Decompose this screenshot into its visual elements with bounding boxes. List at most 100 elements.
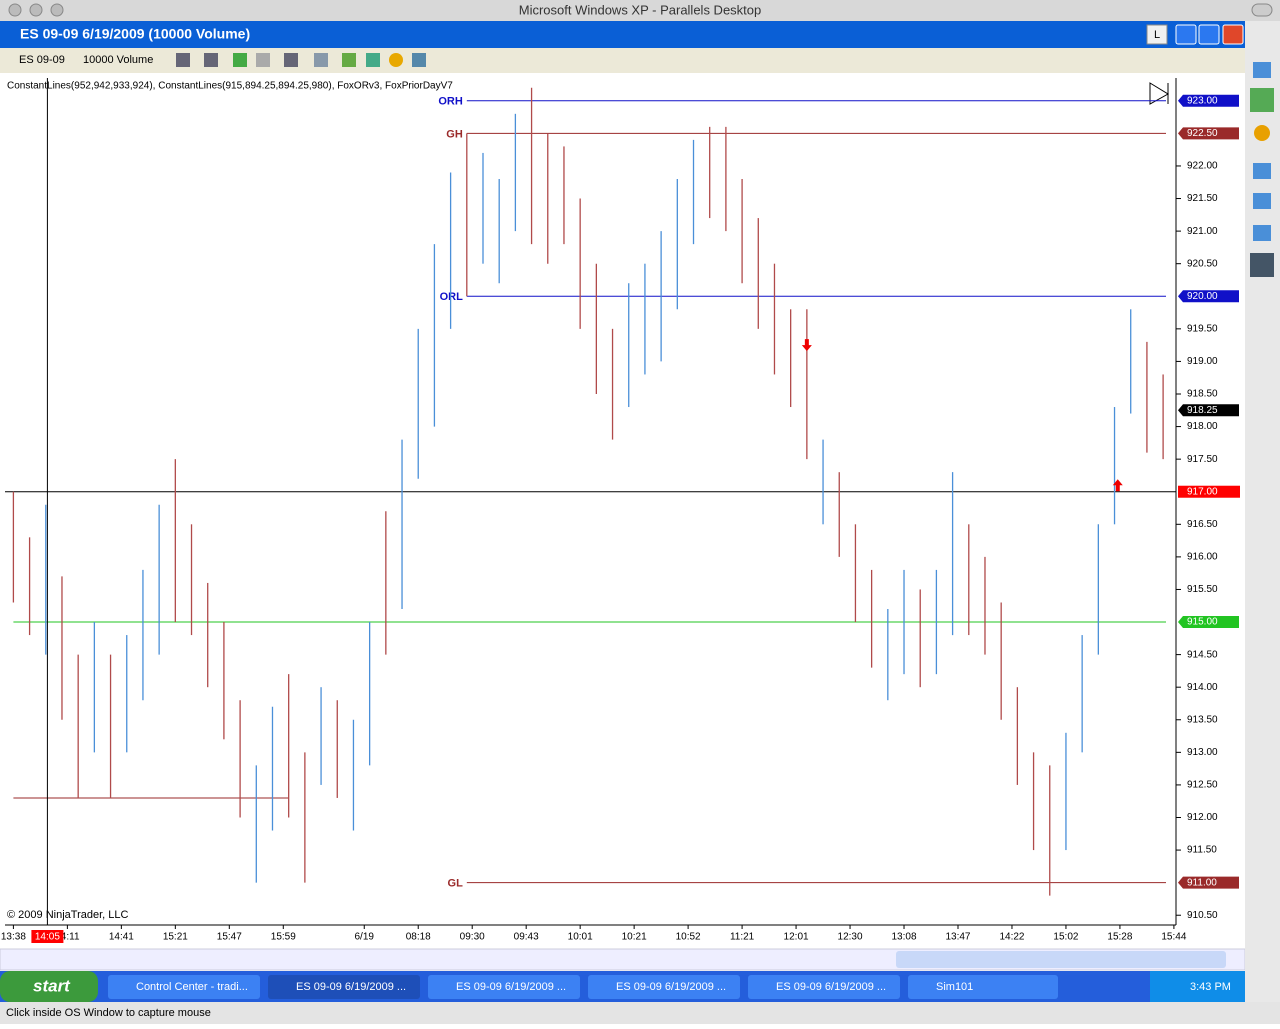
app-titlebar bbox=[0, 21, 1245, 48]
x-tick-label: 12:01 bbox=[784, 932, 809, 943]
refresh-icon[interactable] bbox=[1254, 125, 1270, 141]
task-button[interactable] bbox=[428, 975, 580, 999]
x-tick-label: 15:47 bbox=[217, 932, 242, 943]
zoom-button[interactable] bbox=[50, 3, 64, 17]
task-label: ES 09-09 6/19/2009 ... bbox=[296, 981, 406, 993]
signal-arrow bbox=[801, 339, 812, 352]
window-button[interactable] bbox=[1146, 24, 1168, 45]
strategy-icon[interactable] bbox=[342, 53, 356, 67]
x-tick-label: 09:30 bbox=[460, 932, 485, 943]
pause-icon[interactable] bbox=[1253, 62, 1271, 78]
host-titlebar bbox=[0, 0, 1280, 21]
task-button[interactable] bbox=[108, 975, 260, 999]
y-tick-label: 915.50 bbox=[1187, 584, 1218, 595]
restore[interactable] bbox=[1198, 24, 1220, 45]
order-icon[interactable] bbox=[389, 53, 403, 67]
price-marker bbox=[1178, 94, 1239, 107]
x-tick-label: 14:41 bbox=[109, 932, 134, 943]
x-tick-label: 15:44 bbox=[1161, 932, 1186, 943]
y-tick-label: 911.50 bbox=[1187, 845, 1217, 856]
y-tick-label: 916.00 bbox=[1187, 552, 1218, 563]
y-tick-label: 916.50 bbox=[1187, 519, 1218, 530]
capture-icon[interactable] bbox=[1250, 253, 1274, 277]
x-tick-label: 13:47 bbox=[945, 932, 970, 943]
price-marker bbox=[1178, 876, 1239, 889]
x-tick-label: 08:18 bbox=[406, 932, 431, 943]
price-marker-label: 920.00 bbox=[1187, 291, 1218, 302]
window-button-label: L bbox=[1154, 29, 1160, 41]
price-marker bbox=[1178, 616, 1239, 629]
price-marker-label: 915.00 bbox=[1187, 617, 1218, 628]
x-tick-label: 15:59 bbox=[271, 932, 296, 943]
x-tick-label: 13:38 bbox=[1, 932, 26, 943]
task-label: ES 09-09 6/19/2009 ... bbox=[616, 981, 726, 993]
crosshair-price-label: 917.00 bbox=[1187, 486, 1218, 497]
y-tick-label: 920.50 bbox=[1187, 258, 1218, 269]
minimize[interactable] bbox=[1175, 24, 1197, 45]
plot: 922.00 921.50 921.00 920.50 919.50 919.00 918.… bbox=[1, 78, 1240, 943]
task-button[interactable] bbox=[908, 975, 1058, 999]
y-tick-label: 919.50 bbox=[1187, 323, 1218, 334]
instrument-select[interactable]: ES 09-09 bbox=[19, 54, 65, 66]
status-bar bbox=[0, 1002, 1280, 1024]
price-marker bbox=[1178, 127, 1239, 140]
y-tick-label: 918.50 bbox=[1187, 389, 1218, 400]
toolbar-toggle[interactable] bbox=[1251, 3, 1273, 17]
close-button[interactable] bbox=[8, 3, 22, 17]
period-select[interactable]: 10000 Volume bbox=[83, 54, 153, 66]
chart-area bbox=[0, 73, 1245, 949]
level-name: ORL bbox=[440, 291, 464, 303]
y-tick-label: 914.00 bbox=[1187, 682, 1218, 693]
task-button[interactable] bbox=[748, 975, 900, 999]
price-marker-label: 923.00 bbox=[1187, 95, 1218, 106]
task-items: Control Center - tradi... ES 09-09 6/19/2… bbox=[108, 975, 1058, 999]
start-button[interactable] bbox=[0, 971, 98, 1002]
price-marker bbox=[1178, 290, 1239, 303]
level-name: ORH bbox=[438, 96, 463, 108]
zoom-in-icon[interactable] bbox=[233, 53, 247, 67]
x-tick-label: 10:52 bbox=[676, 932, 701, 943]
bar-type-icon[interactable] bbox=[176, 53, 190, 67]
minimize-button[interactable] bbox=[29, 3, 43, 17]
crosshair-price-box bbox=[1178, 485, 1240, 498]
task-label: Sim101 bbox=[936, 981, 973, 993]
windows-icon[interactable] bbox=[1253, 193, 1271, 209]
play-icon[interactable] bbox=[1250, 88, 1274, 112]
y-tick-label: 913.50 bbox=[1187, 714, 1218, 725]
host-title: Microsoft Windows XP - Parallels Desktop bbox=[519, 2, 762, 17]
zoom-out-icon[interactable] bbox=[256, 53, 270, 67]
draw-icon[interactable] bbox=[204, 53, 218, 67]
y-tick-label: 921.50 bbox=[1187, 193, 1218, 204]
indicator-icon[interactable] bbox=[366, 53, 380, 67]
task-button[interactable] bbox=[268, 975, 420, 999]
x-tick-label: 11:21 bbox=[730, 932, 755, 943]
y-tick-label: 917.50 bbox=[1187, 454, 1218, 465]
scroll-end-icon[interactable] bbox=[1149, 82, 1169, 105]
clock: 3:43 PM bbox=[1190, 981, 1231, 993]
toolbar-icons bbox=[176, 53, 426, 67]
x-tick-label: 09:43 bbox=[514, 932, 539, 943]
y-tick-label: 918.00 bbox=[1187, 421, 1218, 432]
task-button[interactable] bbox=[588, 975, 740, 999]
y-tick-label: 912.50 bbox=[1187, 780, 1218, 791]
tray bbox=[1150, 971, 1245, 1002]
scroll-thumb[interactable] bbox=[896, 951, 1226, 968]
status-text: Click inside OS Window to capture mouse bbox=[6, 1007, 211, 1019]
image-icon[interactable] bbox=[1253, 225, 1271, 241]
y-tick-label: 922.00 bbox=[1187, 161, 1218, 172]
copyright: © 2009 NinjaTrader, LLC bbox=[7, 909, 128, 921]
data-icon[interactable] bbox=[412, 53, 426, 67]
crosshair-time-label: 14:05 bbox=[35, 932, 60, 943]
close[interactable] bbox=[1222, 24, 1244, 45]
coherence-icon[interactable] bbox=[1253, 163, 1271, 179]
x-tick-label: 14:11 bbox=[55, 932, 80, 943]
task-label: ES 09-09 6/19/2009 ... bbox=[456, 981, 566, 993]
crosshair-time-box bbox=[31, 930, 64, 943]
properties-icon[interactable] bbox=[314, 53, 328, 67]
x-tick-label: 15:28 bbox=[1107, 932, 1132, 943]
crosshair-icon[interactable] bbox=[284, 53, 298, 67]
x-tick-label: 6/19 bbox=[355, 932, 375, 943]
